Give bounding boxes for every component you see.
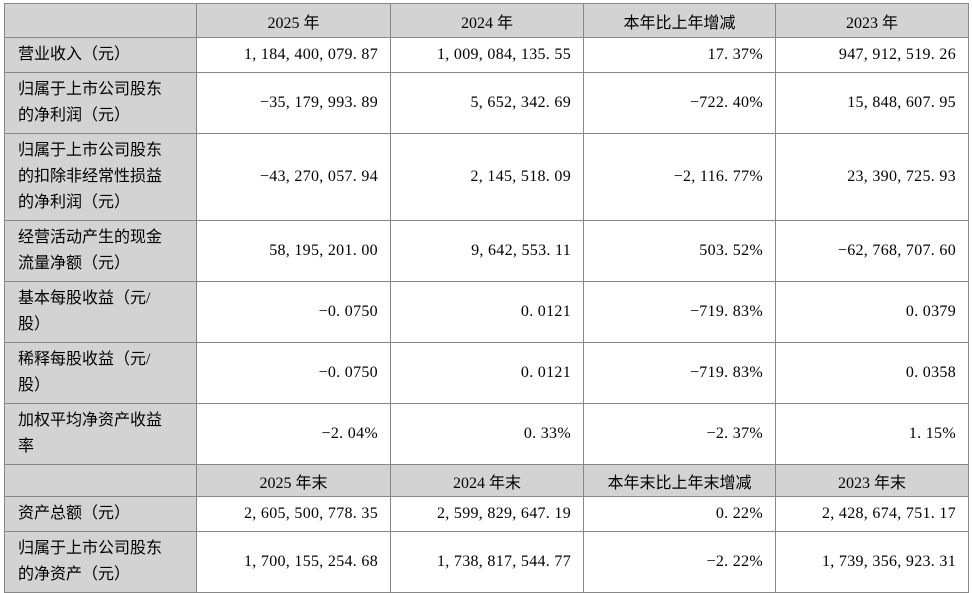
corner-cell: [4, 3, 197, 38]
column-header-2024-end: 2024 年末: [390, 464, 584, 497]
value-cell: 1, 009, 084, 135. 55: [390, 37, 584, 73]
value-cell: 0. 22%: [583, 496, 776, 532]
corner-cell: [4, 464, 197, 497]
table-row-net-assets: 归属于上市公司股东的净资产（元） 1, 700, 155, 254. 68 1,…: [4, 531, 969, 593]
row-label: 归属于上市公司股东的扣除非经常性损益的净利润（元）: [4, 133, 197, 221]
value-cell: −0. 0750: [196, 281, 391, 343]
financial-summary-table: 2025 年 2024 年 本年比上年增减 2023 年 营业收入（元） 1, …: [4, 3, 969, 593]
value-cell: 947, 912, 519. 26: [775, 37, 969, 73]
value-cell: 15, 848, 607. 95: [775, 72, 969, 134]
column-header-2025-end: 2025 年末: [196, 464, 391, 497]
table-row-net-profit-excl-nonrecurring: 归属于上市公司股东的扣除非经常性损益的净利润（元） −43, 270, 057.…: [4, 133, 969, 221]
value-cell: −2. 22%: [583, 531, 776, 593]
value-cell: 9, 642, 553. 11: [390, 220, 584, 282]
value-cell: 0. 0358: [775, 342, 969, 404]
header-row-year-end: 2025 年末 2024 年末 本年末比上年末增减 2023 年末: [4, 464, 969, 497]
value-cell: 2, 145, 518. 09: [390, 133, 584, 221]
row-label: 营业收入（元）: [4, 37, 197, 73]
header-row-annual: 2025 年 2024 年 本年比上年增减 2023 年: [4, 3, 969, 38]
table-row-weighted-avg-roe: 加权平均净资产收益率 −2. 04% 0. 33% −2. 37% 1. 15%: [4, 403, 969, 465]
value-cell: 0. 0121: [390, 281, 584, 343]
value-cell: 2, 605, 500, 778. 35: [196, 496, 391, 532]
value-cell: −0. 0750: [196, 342, 391, 404]
table-row-revenue: 营业收入（元） 1, 184, 400, 079. 87 1, 009, 084…: [4, 37, 969, 73]
value-cell: 2, 428, 674, 751. 17: [775, 496, 969, 532]
row-label: 归属于上市公司股东的净资产（元）: [4, 531, 197, 593]
column-header-yoy-change: 本年比上年增减: [583, 3, 776, 38]
value-cell: 1. 15%: [775, 403, 969, 465]
value-cell: 0. 0379: [775, 281, 969, 343]
table-row-basic-eps: 基本每股收益（元/股） −0. 0750 0. 0121 −719. 83% 0…: [4, 281, 969, 343]
table-row-total-assets: 资产总额（元） 2, 605, 500, 778. 35 2, 599, 829…: [4, 496, 969, 532]
page: 2025 年 2024 年 本年比上年增减 2023 年 营业收入（元） 1, …: [4, 3, 969, 593]
row-label: 归属于上市公司股东的净利润（元）: [4, 72, 197, 134]
value-cell: −62, 768, 707. 60: [775, 220, 969, 282]
value-cell: 503. 52%: [583, 220, 776, 282]
value-cell: 1, 700, 155, 254. 68: [196, 531, 391, 593]
table-row-diluted-eps: 稀释每股收益（元/股） −0. 0750 0. 0121 −719. 83% 0…: [4, 342, 969, 404]
row-label: 加权平均净资产收益率: [4, 403, 197, 465]
column-header-2024: 2024 年: [390, 3, 584, 38]
value-cell: 23, 390, 725. 93: [775, 133, 969, 221]
value-cell: 1, 739, 356, 923. 31: [775, 531, 969, 593]
value-cell: 17. 37%: [583, 37, 776, 73]
value-cell: −722. 40%: [583, 72, 776, 134]
column-header-2023: 2023 年: [775, 3, 969, 38]
value-cell: −2. 37%: [583, 403, 776, 465]
column-header-year-end-change: 本年末比上年末增减: [583, 464, 776, 497]
column-header-2023-end: 2023 年末: [775, 464, 969, 497]
value-cell: 0. 33%: [390, 403, 584, 465]
column-header-2025: 2025 年: [196, 3, 391, 38]
value-cell: −2, 116. 77%: [583, 133, 776, 221]
row-label: 稀释每股收益（元/股）: [4, 342, 197, 404]
value-cell: 1, 184, 400, 079. 87: [196, 37, 391, 73]
value-cell: −43, 270, 057. 94: [196, 133, 391, 221]
value-cell: 0. 0121: [390, 342, 584, 404]
value-cell: 5, 652, 342. 69: [390, 72, 584, 134]
value-cell: −719. 83%: [583, 342, 776, 404]
row-label: 经营活动产生的现金流量净额（元）: [4, 220, 197, 282]
value-cell: −35, 179, 993. 89: [196, 72, 391, 134]
value-cell: 58, 195, 201. 00: [196, 220, 391, 282]
table-row-net-profit: 归属于上市公司股东的净利润（元） −35, 179, 993. 89 5, 65…: [4, 72, 969, 134]
value-cell: −2. 04%: [196, 403, 391, 465]
row-label: 资产总额（元）: [4, 496, 197, 532]
table-row-operating-cash-flow: 经营活动产生的现金流量净额（元） 58, 195, 201. 00 9, 642…: [4, 220, 969, 282]
value-cell: 2, 599, 829, 647. 19: [390, 496, 584, 532]
value-cell: −719. 83%: [583, 281, 776, 343]
row-label: 基本每股收益（元/股）: [4, 281, 197, 343]
value-cell: 1, 738, 817, 544. 77: [390, 531, 584, 593]
